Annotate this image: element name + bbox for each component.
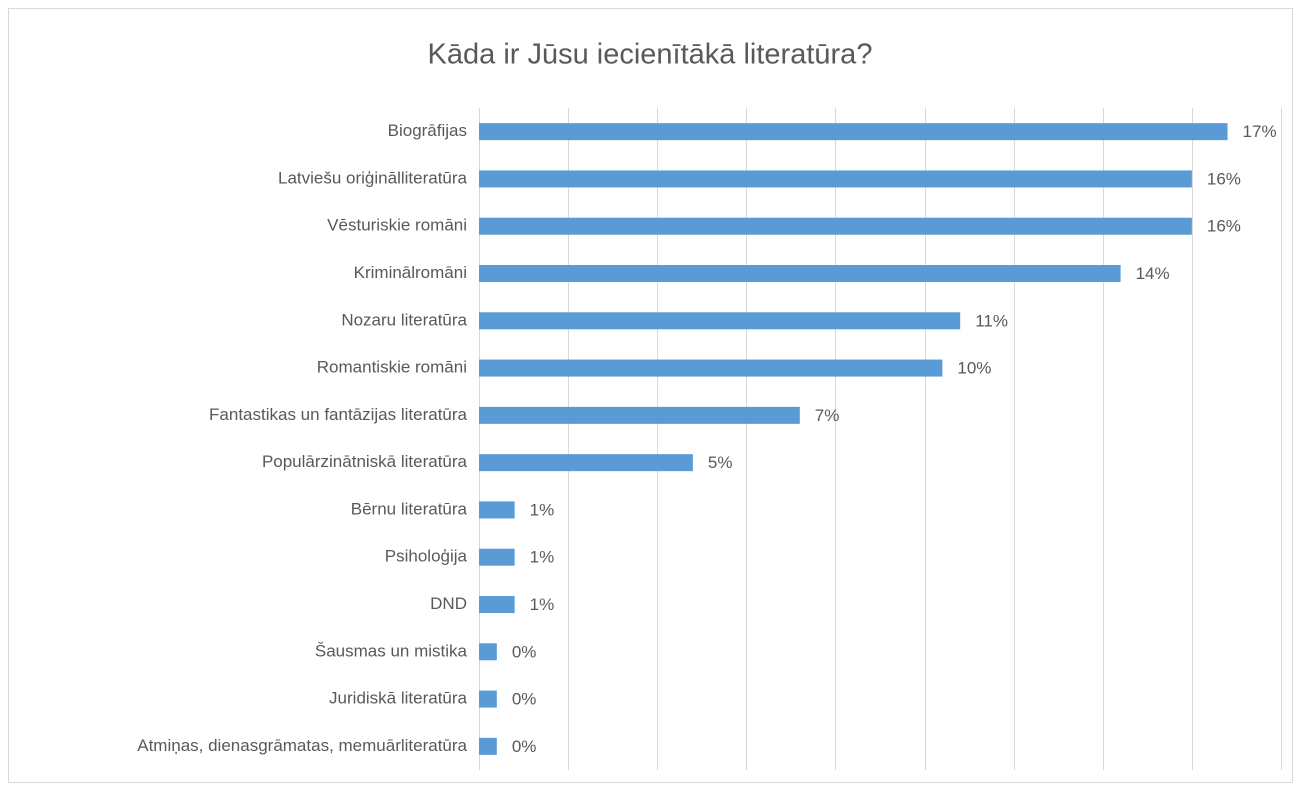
data-label: 1%: [530, 500, 555, 519]
y-tick-label: Fantastikas un fantāzijas literatūra: [209, 405, 468, 424]
y-tick-label: Populārzinātniskā literatūra: [262, 452, 468, 471]
data-label: 0%: [512, 737, 537, 756]
data-label: 17%: [1243, 122, 1277, 141]
y-tick-label: Atmiņas, dienasgrāmatas, memuārliteratūr…: [137, 736, 467, 755]
y-tick-label: Latviešu oriģinālliteratūra: [278, 168, 468, 187]
y-tick-label: Biogrāfijas: [388, 121, 467, 140]
y-tick-label: Nozaru literatūra: [341, 310, 467, 329]
bar: [479, 454, 693, 472]
y-tick-label: DND: [430, 594, 467, 613]
data-label: 16%: [1207, 217, 1241, 236]
data-label: 5%: [708, 453, 733, 472]
data-label: 14%: [1136, 264, 1170, 283]
y-tick-label: Romantiskie romāni: [317, 358, 467, 377]
y-tick-label: Bērnu literatūra: [351, 499, 468, 518]
bar: [479, 312, 961, 330]
data-label: 1%: [530, 595, 555, 614]
bar: [479, 737, 497, 755]
data-label: 7%: [815, 406, 840, 425]
bar: [479, 406, 800, 424]
data-label: 0%: [512, 642, 537, 661]
data-label: 0%: [512, 690, 537, 709]
bar: [479, 548, 515, 566]
bar: [479, 217, 1192, 235]
data-label: 1%: [530, 548, 555, 567]
data-label: 11%: [975, 311, 1008, 330]
bar: [479, 265, 1121, 282]
y-tick-label: Vēsturiskie romāni: [327, 216, 467, 235]
y-tick-label: Juridiskā literatūra: [329, 689, 467, 708]
bar: [479, 170, 1192, 188]
bar: [479, 643, 497, 661]
y-tick-label: Šausmas un mistika: [315, 641, 468, 660]
bar: [479, 359, 943, 377]
data-label: 16%: [1207, 169, 1241, 188]
bar: [479, 596, 515, 613]
y-tick-label: Kriminālromāni: [354, 263, 467, 282]
bar: [479, 690, 497, 708]
bar: [479, 123, 1228, 141]
chart-title: Kāda ir Jūsu iecienītākā literatūra?: [428, 39, 873, 71]
bar: [479, 501, 515, 519]
data-label: 10%: [957, 359, 991, 378]
y-tick-label: Psiholoģija: [385, 547, 468, 566]
